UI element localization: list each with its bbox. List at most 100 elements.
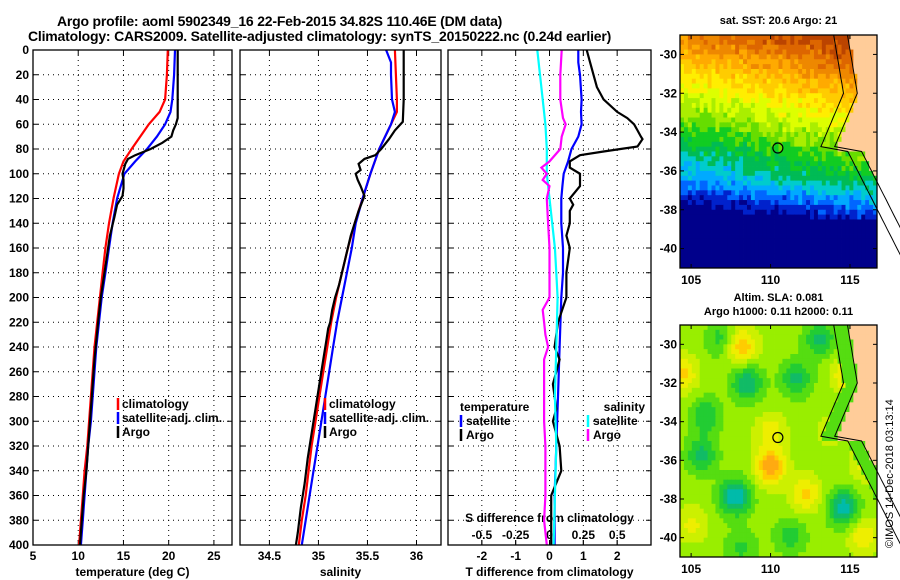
map-cell: [774, 175, 779, 182]
map-cell: [711, 358, 716, 365]
map-cell: [719, 455, 724, 461]
map-cell: [865, 484, 870, 490]
map-cell: [731, 243, 736, 249]
map-cell: [727, 402, 732, 408]
map-cell: [727, 508, 732, 514]
map-cell: [821, 127, 827, 133]
map-cell: [754, 166, 760, 172]
map-cell: [739, 383, 744, 389]
y-tick-label: 60: [16, 117, 30, 131]
map-cell: [750, 39, 756, 46]
map-cell: [727, 537, 732, 543]
map-cell: [731, 190, 736, 196]
map-cell: [687, 234, 693, 240]
map-cell: [715, 421, 720, 427]
map-cell: [778, 238, 783, 245]
map-cell: [731, 325, 736, 331]
map-cell: [762, 470, 768, 476]
map-cell: [833, 151, 838, 157]
map-cell: [802, 494, 807, 500]
map-cell: [695, 88, 701, 94]
map-cell: [691, 224, 697, 230]
map-cell: [699, 161, 705, 167]
map-cell: [802, 78, 807, 84]
map-cell: [691, 73, 697, 80]
map-cell: [770, 229, 775, 235]
map-cell: [845, 392, 850, 398]
map-cell: [833, 421, 838, 427]
map-cell: [813, 243, 819, 249]
map-cell: [825, 421, 831, 427]
map-cell: [873, 325, 878, 331]
map-cell: [810, 392, 815, 398]
map-cell: [680, 474, 685, 481]
map-cell: [825, 263, 831, 269]
map-cell: [837, 339, 842, 345]
map-cell: [790, 402, 795, 408]
map-cell: [746, 402, 752, 408]
map-cell: [727, 243, 732, 249]
map-cell: [739, 54, 744, 60]
map-cell: [841, 190, 846, 196]
map-cell: [711, 470, 716, 476]
map-cell: [853, 127, 858, 133]
map-cell: [707, 441, 712, 447]
map-cell: [687, 49, 693, 55]
map-cell: [782, 537, 787, 543]
map-cell: [837, 349, 842, 355]
map-cell: [691, 141, 697, 148]
map-cell: [869, 93, 874, 99]
map-cell: [825, 368, 831, 374]
map-cell: [853, 412, 858, 418]
map-cell: [802, 397, 807, 403]
map-cell: [786, 407, 791, 413]
map-cell: [829, 209, 835, 215]
map-cell: [774, 170, 779, 177]
map-cell: [849, 528, 854, 534]
map-cell: [683, 392, 689, 398]
map-cell: [825, 117, 831, 123]
map-cell: [825, 102, 831, 109]
map-cell: [770, 117, 775, 123]
map-x-tick-label: 110: [761, 273, 781, 287]
map-cell: [857, 532, 862, 539]
map-cell: [865, 325, 870, 331]
map-cell: [719, 224, 724, 230]
map-cell: [798, 107, 803, 114]
map-cell: [711, 494, 716, 500]
map-cell: [829, 537, 835, 543]
map-cell: [743, 518, 748, 524]
map-cell: [703, 180, 708, 186]
map-cell: [821, 499, 827, 505]
map-cell: [707, 416, 712, 423]
map-cell: [746, 132, 752, 138]
map-cell: [746, 44, 752, 50]
map-cell: [680, 407, 685, 413]
map-cell: [786, 412, 791, 418]
map-cell: [766, 39, 772, 46]
map-cell: [813, 229, 819, 235]
map-cell: [758, 64, 764, 70]
map-cell: [869, 489, 874, 495]
map-cell: [829, 93, 835, 99]
map-cell: [691, 383, 697, 389]
map-cell: [849, 334, 854, 340]
map-cell: [845, 329, 850, 336]
map-cell: [802, 224, 807, 230]
map-cell: [817, 219, 823, 225]
map-cell: [762, 373, 768, 379]
map-cell: [683, 325, 689, 331]
map-cell: [719, 127, 724, 133]
map-cell: [731, 166, 736, 172]
map-cell: [739, 224, 744, 230]
map-cell: [857, 175, 862, 182]
map-cell: [853, 35, 858, 41]
map-cell: [703, 358, 708, 365]
map-cell: [774, 185, 779, 191]
map-cell: [707, 479, 712, 485]
map-cell: [758, 73, 764, 80]
map-cell: [849, 523, 854, 529]
map-cell: [817, 190, 823, 196]
map-cell: [861, 412, 866, 418]
map-cell: [790, 325, 795, 331]
